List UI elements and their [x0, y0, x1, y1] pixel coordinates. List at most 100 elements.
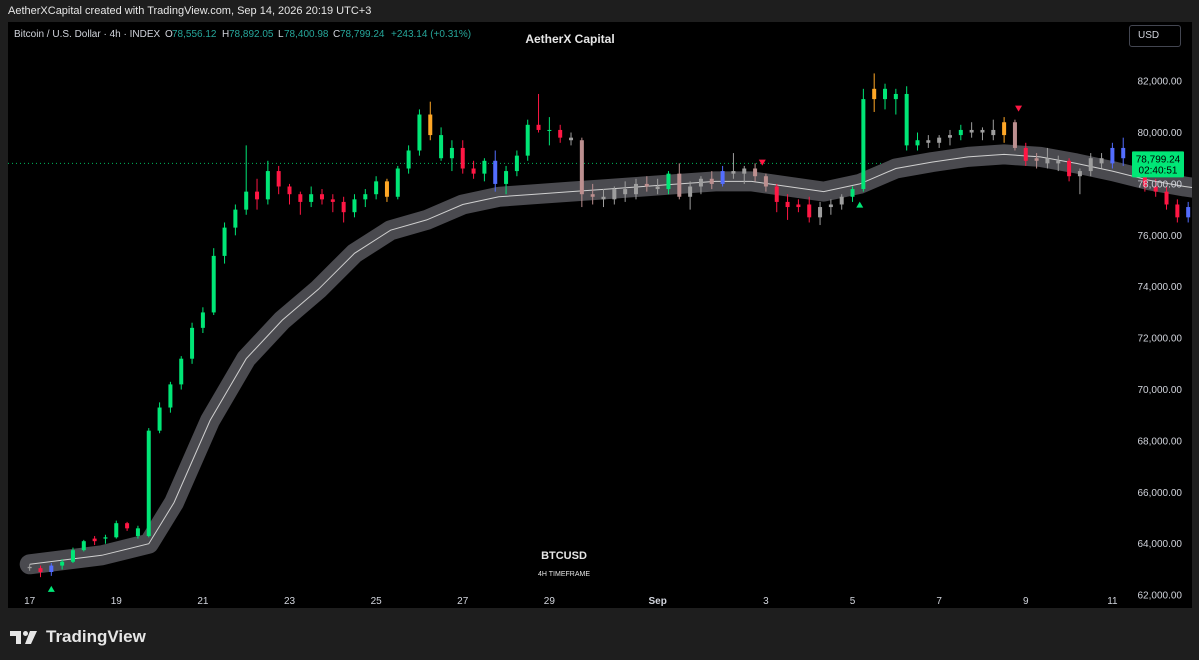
candle-body — [38, 568, 43, 573]
candle-body — [698, 178, 703, 187]
candle-body — [872, 88, 877, 100]
price-tick-label: 80,000.00 — [1138, 128, 1183, 139]
legend-h-value: 78,892.05 — [229, 29, 274, 40]
bar-countdown: 02:40:51 — [1139, 165, 1178, 176]
candle-body — [168, 384, 173, 408]
price-tick-label: 78,000.00 — [1138, 179, 1183, 190]
time-tick-label: 11 — [1107, 596, 1118, 607]
signals-layer — [47, 105, 1023, 592]
price-tick-label: 70,000.00 — [1138, 385, 1183, 396]
candle-body — [850, 189, 855, 197]
watermark-timeframe: 4H TIMEFRAME — [538, 571, 590, 578]
time-tick-label: 17 — [24, 596, 36, 607]
candle-body — [1034, 158, 1039, 161]
candle-body — [244, 191, 249, 210]
candle-body — [417, 114, 422, 151]
candle-body — [807, 204, 812, 218]
candle-body — [558, 129, 563, 138]
candle-body — [763, 176, 768, 187]
candle-body — [514, 155, 519, 172]
candle-body — [1110, 147, 1115, 164]
candle-body — [493, 160, 498, 184]
candle-body — [720, 171, 725, 184]
candle-body — [330, 199, 335, 202]
price-tick-label: 68,000.00 — [1138, 436, 1183, 447]
candle-body — [969, 129, 974, 133]
buy-signal-marker — [47, 585, 55, 592]
price-axis[interactable]: 82,000.00 80,000.00 78,000.00 76,000.00 74,0… — [1138, 77, 1183, 602]
price-tick-label: 72,000.00 — [1138, 334, 1183, 345]
candle-body — [255, 191, 260, 200]
candle-body — [406, 150, 411, 169]
candle-body — [883, 88, 888, 100]
candle-body — [125, 523, 130, 529]
time-tick-label: 3 — [763, 596, 769, 607]
time-tick-label: 9 — [1023, 596, 1029, 607]
chart-area[interactable]: Bitcoin / U.S. Dollar · 4h · INDEX O 78,… — [8, 22, 1192, 608]
candle-body — [276, 171, 281, 187]
candle-body — [1045, 158, 1050, 164]
candle-body — [341, 201, 346, 213]
candle-body — [1175, 204, 1180, 218]
legend-o-value: 78,556.12 — [172, 29, 217, 40]
time-tick-label: Sep — [648, 596, 666, 607]
candle-body — [958, 129, 963, 136]
candle-body — [991, 129, 996, 136]
candle-body — [796, 204, 801, 208]
time-tick-label: 25 — [371, 596, 383, 607]
candle-body — [774, 186, 779, 202]
candle-body — [709, 178, 714, 184]
candle-body — [893, 93, 898, 100]
candle-body — [980, 129, 985, 133]
candle-body — [439, 135, 444, 159]
candle-body — [92, 538, 97, 542]
ma-band — [19, 144, 1192, 575]
candle-body — [384, 181, 389, 197]
candle-body — [395, 168, 400, 197]
buy-signal-marker — [856, 201, 864, 208]
tradingview-logo-icon — [10, 631, 37, 644]
candle-body — [753, 168, 758, 177]
candle-body — [612, 189, 617, 200]
candle-body — [27, 566, 32, 569]
price-tick-label: 74,000.00 — [1138, 282, 1183, 293]
candle-body — [200, 312, 205, 328]
candle-body — [1164, 191, 1169, 205]
candle-body — [319, 194, 324, 200]
candle-body — [904, 93, 909, 146]
candle-body — [601, 196, 606, 200]
candle-body — [1153, 186, 1158, 192]
candle-body — [536, 124, 541, 130]
watermark-title: AetherX Capital — [525, 32, 614, 46]
candle-body — [179, 358, 184, 385]
candle-body — [298, 194, 303, 202]
candle-body — [471, 168, 476, 174]
chart-svg[interactable]: Bitcoin / U.S. Dollar · 4h · INDEX O 78,… — [8, 22, 1192, 608]
candle-body — [70, 550, 75, 562]
candle-body — [742, 168, 747, 174]
candle-body — [1002, 122, 1007, 136]
candle-body — [265, 171, 270, 200]
candle-body — [352, 199, 357, 213]
price-tick-label: 66,000.00 — [1138, 488, 1183, 499]
candle-body — [666, 173, 671, 190]
time-axis[interactable]: 17192123252729Sep3579111315 — [24, 596, 1192, 607]
currency-button[interactable]: USD — [1129, 25, 1181, 47]
candle-body — [785, 201, 790, 208]
candle-body — [49, 565, 54, 573]
candle-body — [937, 137, 942, 143]
candle-body — [1088, 158, 1093, 172]
tradingview-logo[interactable]: TradingView — [10, 627, 146, 647]
candle-body — [688, 186, 693, 197]
candle-body — [114, 523, 119, 538]
candle-body — [590, 194, 595, 197]
candle-body — [60, 561, 65, 566]
candle-body — [644, 183, 649, 187]
time-tick-label: 21 — [197, 596, 209, 607]
candle-body — [374, 181, 379, 195]
candle-body — [146, 430, 151, 537]
footer-bar: TradingView — [0, 610, 1199, 660]
legend-o-label: O — [165, 29, 173, 40]
candle-body — [1142, 171, 1147, 187]
candle-body — [81, 541, 86, 551]
